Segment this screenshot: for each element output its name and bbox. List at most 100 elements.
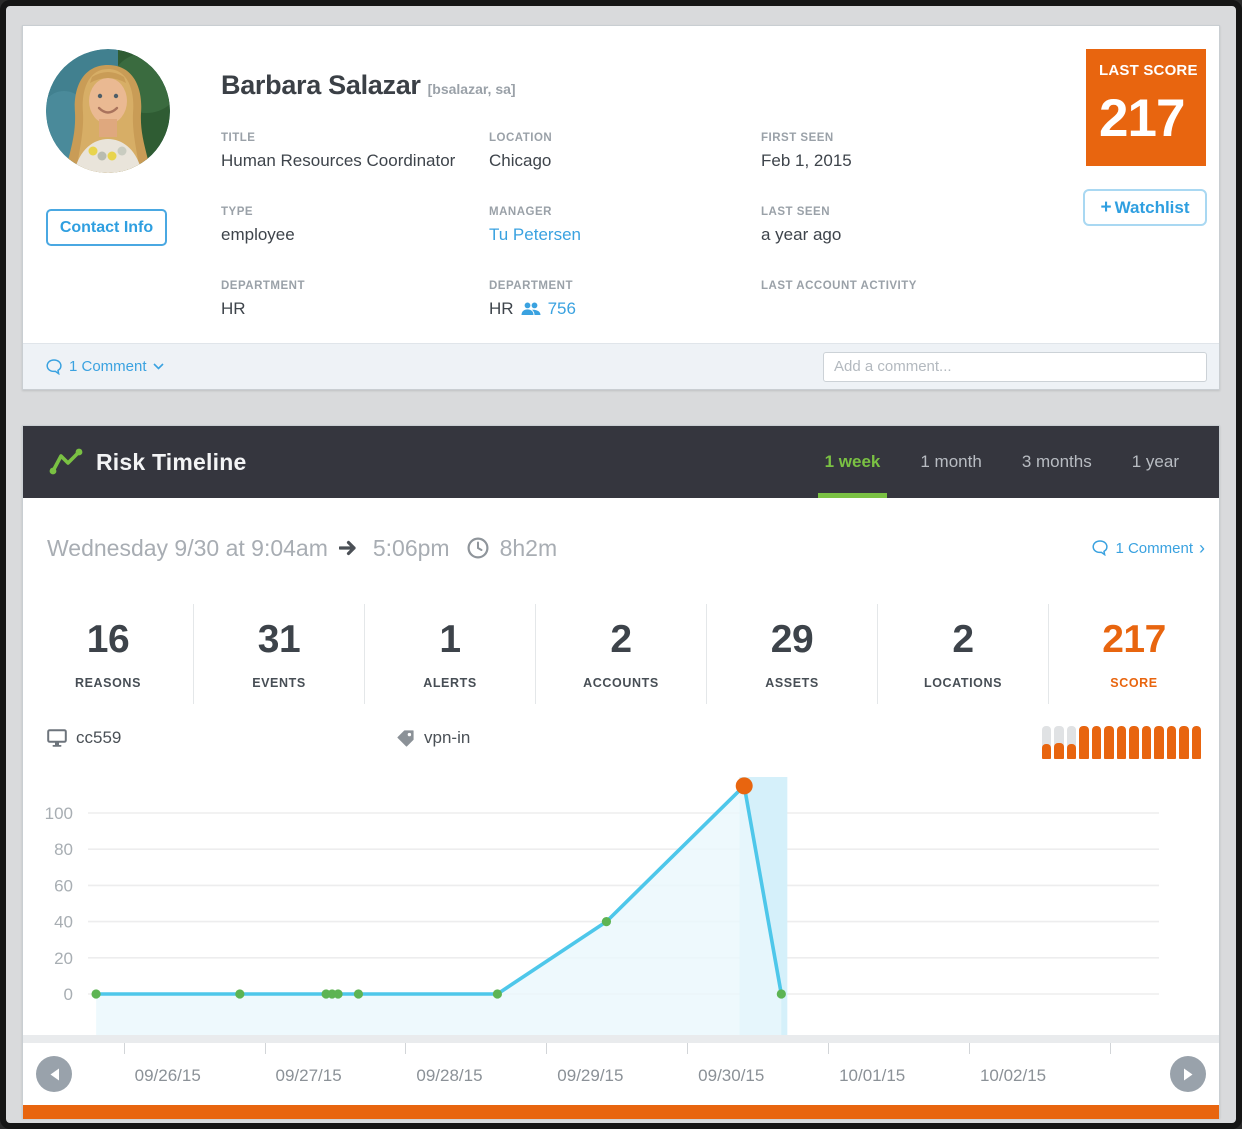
date-label: 09/27/15 <box>275 1066 342 1085</box>
histogram-bar <box>1166 726 1176 759</box>
stat-events[interactable]: 31 EVENTS <box>194 604 365 704</box>
stat-accounts[interactable]: 2 ACCOUNTS <box>536 604 707 704</box>
stat-score[interactable]: 217 SCORE <box>1049 604 1219 704</box>
timeline-range-tabs: 1 week 1 month 3 months 1 year <box>785 426 1179 498</box>
last-score-label: LAST SCORE <box>1099 62 1198 79</box>
session-start: Wednesday 9/30 at 9:04am <box>47 534 328 561</box>
field-value: Chicago <box>489 151 552 170</box>
avatar <box>46 49 170 173</box>
last-score-value: 217 <box>1099 89 1185 148</box>
axis-tick <box>687 1043 689 1054</box>
asset-tag[interactable]: cc559 <box>47 728 121 748</box>
watchlist-label: Watchlist <box>1114 197 1190 217</box>
add-comment-input[interactable] <box>823 351 1207 382</box>
field-label: DEPARTMENT <box>489 280 574 292</box>
tab-1-year[interactable]: 1 year <box>1131 452 1179 471</box>
svg-text:40: 40 <box>54 913 73 932</box>
timeline-header: Risk Timeline 1 week 1 month 3 months 1 yea… <box>23 426 1219 498</box>
profile-field-department: DEPARTMENT HR 756 <box>489 280 761 354</box>
profile-field-manager: MANAGER Tu Petersen <box>489 206 761 280</box>
risk-line-chart[interactable]: 0 20 40 60 80 100 <box>23 775 1221 1035</box>
triangle-left-icon <box>50 1068 59 1080</box>
axis-tick <box>123 1043 125 1054</box>
date-label: 09/26/15 <box>134 1066 201 1085</box>
histogram-bar <box>1041 726 1051 759</box>
stat-value: 217 <box>1102 618 1166 661</box>
score-histogram <box>1041 726 1201 759</box>
histogram-bar <box>1179 726 1189 759</box>
stat-locations[interactable]: 2 LOCATIONS <box>878 604 1049 704</box>
svg-text:60: 60 <box>54 876 73 895</box>
tab-1-week[interactable]: 1 week <box>817 426 888 498</box>
session-comment-link[interactable]: 1 Comment › <box>1092 539 1205 557</box>
field-label: TITLE <box>221 132 256 144</box>
profile-field-location: LOCATION Chicago <box>489 132 761 206</box>
risk-timeline-card: Risk Timeline 1 week 1 month 3 months 1 yea… <box>22 425 1220 1119</box>
field-label: MANAGER <box>489 206 552 218</box>
department-member-count[interactable]: 756 <box>547 299 576 318</box>
stat-label: ALERTS <box>423 676 477 690</box>
histogram-bar <box>1104 726 1114 759</box>
field-value: Human Resources Coordinator <box>221 151 456 170</box>
risk-chart: 0 20 40 60 80 100 <box>23 775 1219 1035</box>
last-score-badge: LAST SCORE 217 <box>1086 49 1206 166</box>
field-value: employee <box>221 225 295 244</box>
date-label: 09/28/15 <box>416 1066 483 1085</box>
profile-field-first-seen: FIRST SEEN Feb 1, 2015 <box>761 132 1091 206</box>
add-to-watchlist-button[interactable]: + Watchlist <box>1083 189 1207 226</box>
date-label: 09/29/15 <box>557 1066 624 1085</box>
scroll-right-button[interactable] <box>1170 1056 1206 1092</box>
svg-text:0: 0 <box>64 985 73 1004</box>
profile-field-last-seen: LAST SEEN a year ago <box>761 206 1091 280</box>
field-label: FIRST SEEN <box>761 132 834 144</box>
stat-assets[interactable]: 29 ASSETS <box>707 604 878 704</box>
stat-value: 2 <box>952 618 974 661</box>
stat-reasons[interactable]: 16 REASONS <box>23 604 194 704</box>
timeline-title: Risk Timeline <box>96 448 247 475</box>
stat-value: 29 <box>770 618 814 661</box>
field-label: LAST ACCOUNT ACTIVITY <box>761 280 917 292</box>
svg-text:20: 20 <box>54 949 73 968</box>
label-tag-label: vpn-in <box>424 728 471 747</box>
tab-1-month[interactable]: 1 month <box>920 452 982 471</box>
label-tag[interactable]: vpn-in <box>396 728 470 748</box>
profile-field-title: TITLE Human Resources Coordinator <box>221 132 489 206</box>
svg-text:100: 100 <box>45 804 73 823</box>
timeline-date-axis: 09/26/15 09/27/15 09/28/15 09/29/15 09/30/15… <box>23 1043 1219 1105</box>
profile-field-department: DEPARTMENT HR <box>221 280 489 354</box>
timeline-scrollbar[interactable] <box>23 1105 1219 1119</box>
axis-tick <box>405 1043 407 1054</box>
clock-icon <box>467 537 489 559</box>
stat-value: 31 <box>257 618 301 661</box>
stat-label: SCORE <box>1110 676 1158 690</box>
field-value: HR <box>221 299 246 318</box>
chevron-right-icon: › <box>1199 538 1205 558</box>
axis-tick <box>827 1043 829 1054</box>
session-tags-row: cc559 vpn-in <box>23 710 1219 775</box>
asset-tag-label: cc559 <box>76 728 122 747</box>
stat-value: 16 <box>86 618 130 661</box>
date-label: 10/02/15 <box>979 1066 1047 1085</box>
tag-icon <box>397 729 414 747</box>
date-label: 09/30/15 <box>698 1066 765 1085</box>
profile-fields: TITLE Human Resources Coordinator LOCATION… <box>221 132 1091 354</box>
field-value[interactable]: Tu Petersen <box>489 225 581 244</box>
field-value: a year ago <box>761 225 842 244</box>
svg-text:80: 80 <box>54 840 73 859</box>
stat-label: EVENTS <box>252 676 306 690</box>
comments-toggle[interactable]: 1 Comment <box>46 358 164 375</box>
contact-info-button[interactable]: Contact Info <box>46 209 167 246</box>
tab-3-months[interactable]: 3 months <box>1021 452 1092 471</box>
histogram-bar <box>1054 726 1064 759</box>
people-group-icon <box>521 302 541 315</box>
computer-icon <box>47 729 67 747</box>
user-profile-card: Contact Info Barbara Salazar [bsalazar, s… <box>22 25 1220 390</box>
scroll-left-button[interactable] <box>36 1056 72 1092</box>
profile-field-last-account-activity: LAST ACCOUNT ACTIVITY <box>761 280 1091 354</box>
session-comment-label: 1 Comment <box>1115 539 1193 557</box>
stat-alerts[interactable]: 1 ALERTS <box>365 604 536 704</box>
field-label: LOCATION <box>489 132 553 144</box>
field-label: LAST SEEN <box>761 206 831 218</box>
histogram-bar <box>1079 726 1089 759</box>
